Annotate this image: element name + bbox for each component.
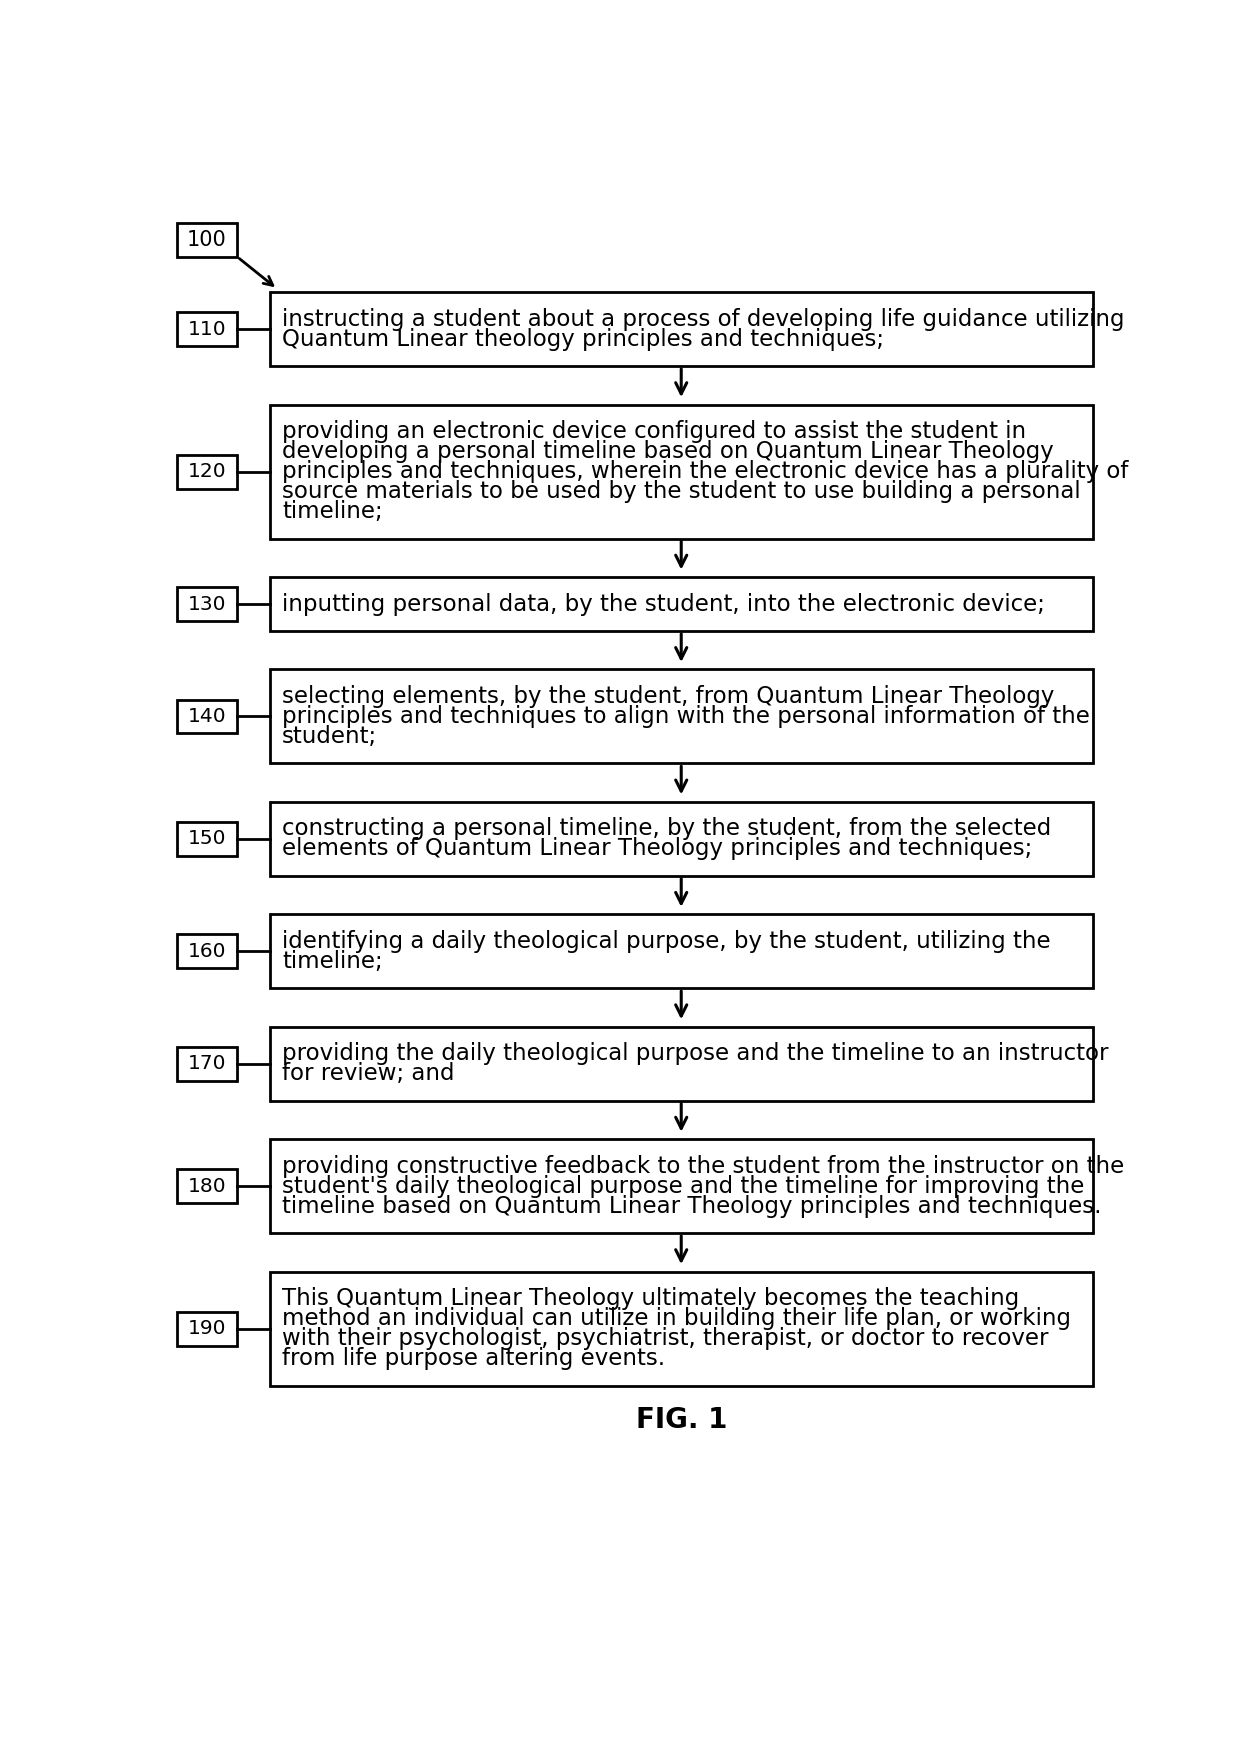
Text: providing an electronic device configured to assist the student in: providing an electronic device configure…	[283, 420, 1027, 442]
Text: 100: 100	[187, 230, 227, 249]
Text: constructing a personal timeline, by the student, from the selected: constructing a personal timeline, by the…	[283, 817, 1052, 840]
Text: identifying a daily theological purpose, by the student, utilizing the: identifying a daily theological purpose,…	[283, 930, 1050, 953]
Bar	[270, 1026, 1092, 1101]
Text: from life purpose altering events.: from life purpose altering events.	[283, 1347, 665, 1371]
Bar	[270, 293, 1092, 366]
Text: 120: 120	[187, 462, 226, 481]
Bar	[270, 1139, 1092, 1233]
Text: timeline based on Quantum Linear Theology principles and techniques.: timeline based on Quantum Linear Theolog…	[283, 1195, 1101, 1218]
Text: FIG. 1: FIG. 1	[636, 1406, 727, 1434]
Bar	[270, 577, 1092, 631]
Bar	[176, 1169, 237, 1204]
Text: 140: 140	[187, 707, 226, 726]
Text: for review; and: for review; and	[283, 1063, 455, 1085]
Text: inputting personal data, by the student, into the electronic device;: inputting personal data, by the student,…	[283, 592, 1045, 615]
Bar	[176, 700, 237, 733]
Text: source materials to be used by the student to use building a personal: source materials to be used by the stude…	[283, 481, 1081, 503]
Text: 110: 110	[187, 321, 226, 338]
Text: 160: 160	[187, 942, 226, 962]
Bar	[176, 934, 237, 969]
Text: timeline;: timeline;	[283, 500, 383, 523]
Bar	[270, 915, 1092, 988]
Text: 180: 180	[187, 1176, 226, 1195]
Bar	[176, 1047, 237, 1080]
Bar	[176, 455, 237, 488]
Text: student;: student;	[283, 725, 377, 747]
Text: principles and techniques to align with the personal information of the: principles and techniques to align with …	[283, 706, 1090, 728]
Text: 150: 150	[187, 829, 226, 848]
Text: with their psychologist, psychiatrist, therapist, or doctor to recover: with their psychologist, psychiatrist, t…	[283, 1327, 1049, 1350]
Text: instructing a student about a process of developing life guidance utilizing: instructing a student about a process of…	[283, 308, 1125, 331]
Text: 170: 170	[187, 1054, 226, 1073]
Bar	[176, 312, 237, 347]
Bar	[270, 669, 1092, 763]
Text: 190: 190	[187, 1319, 226, 1338]
Text: principles and techniques, wherein the electronic device has a plurality of: principles and techniques, wherein the e…	[283, 460, 1128, 483]
Bar	[176, 223, 237, 256]
Bar	[270, 1272, 1092, 1385]
Bar	[176, 1312, 237, 1345]
Text: providing constructive feedback to the student from the instructor on the: providing constructive feedback to the s…	[283, 1155, 1125, 1178]
Text: selecting elements, by the student, from Quantum Linear Theology: selecting elements, by the student, from…	[283, 685, 1054, 707]
Text: 130: 130	[187, 594, 226, 613]
Bar	[270, 404, 1092, 538]
Bar	[270, 801, 1092, 876]
Text: This Quantum Linear Theology ultimately becomes the teaching: This Quantum Linear Theology ultimately …	[283, 1287, 1019, 1310]
Text: elements of Quantum Linear Theology principles and techniques;: elements of Quantum Linear Theology prin…	[283, 838, 1033, 861]
Text: developing a personal timeline based on Quantum Linear Theology: developing a personal timeline based on …	[283, 441, 1054, 463]
Text: timeline;: timeline;	[283, 949, 383, 972]
Text: student's daily theological purpose and the timeline for improving the: student's daily theological purpose and …	[283, 1174, 1085, 1198]
Bar	[176, 822, 237, 855]
Text: providing the daily theological purpose and the timeline to an instructor: providing the daily theological purpose …	[283, 1042, 1109, 1064]
Text: Quantum Linear theology principles and techniques;: Quantum Linear theology principles and t…	[283, 327, 884, 350]
Text: method an individual can utilize in building their life plan, or working: method an individual can utilize in buil…	[283, 1306, 1071, 1331]
Bar	[176, 587, 237, 620]
